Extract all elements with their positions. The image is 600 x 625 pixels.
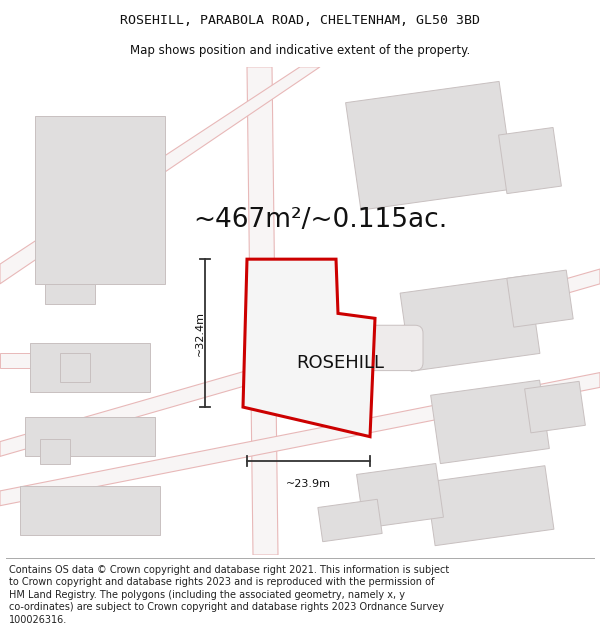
Text: ~467m²/~0.115ac.: ~467m²/~0.115ac. (193, 207, 447, 232)
Polygon shape (20, 486, 160, 535)
Polygon shape (60, 353, 90, 382)
Polygon shape (247, 67, 278, 555)
Text: to Crown copyright and database rights 2023 and is reproduced with the permissio: to Crown copyright and database rights 2… (9, 578, 434, 587)
Polygon shape (499, 127, 562, 194)
Polygon shape (431, 380, 550, 464)
Polygon shape (35, 116, 165, 284)
Text: HM Land Registry. The polygons (including the associated geometry, namely x, y: HM Land Registry. The polygons (includin… (9, 590, 405, 600)
Text: ~32.4m: ~32.4m (195, 311, 205, 356)
Text: Map shows position and indicative extent of the property.: Map shows position and indicative extent… (130, 44, 470, 57)
Text: Contains OS data © Crown copyright and database right 2021. This information is : Contains OS data © Crown copyright and d… (9, 565, 449, 575)
Polygon shape (0, 353, 140, 367)
Polygon shape (45, 284, 95, 304)
Polygon shape (318, 499, 382, 542)
Text: ~23.9m: ~23.9m (286, 479, 331, 489)
Polygon shape (507, 270, 573, 327)
Polygon shape (356, 464, 443, 528)
FancyBboxPatch shape (362, 325, 423, 371)
Text: Lansdown Terrace Lane: Lansdown Terrace Lane (250, 282, 260, 404)
Polygon shape (0, 67, 320, 284)
Polygon shape (40, 439, 70, 464)
Polygon shape (30, 343, 150, 392)
Text: co-ordinates) are subject to Crown copyright and database rights 2023 Ordnance S: co-ordinates) are subject to Crown copyr… (9, 602, 444, 612)
Text: 100026316.: 100026316. (9, 614, 67, 624)
Text: ROSEHILL: ROSEHILL (296, 354, 384, 372)
Polygon shape (25, 417, 155, 456)
Polygon shape (524, 381, 586, 433)
Polygon shape (0, 269, 600, 456)
Polygon shape (0, 372, 600, 506)
Text: ROSEHILL, PARABOLA ROAD, CHELTENHAM, GL50 3BD: ROSEHILL, PARABOLA ROAD, CHELTENHAM, GL5… (120, 14, 480, 26)
Polygon shape (400, 275, 540, 371)
Polygon shape (426, 466, 554, 546)
Polygon shape (243, 259, 375, 437)
Polygon shape (346, 81, 514, 210)
